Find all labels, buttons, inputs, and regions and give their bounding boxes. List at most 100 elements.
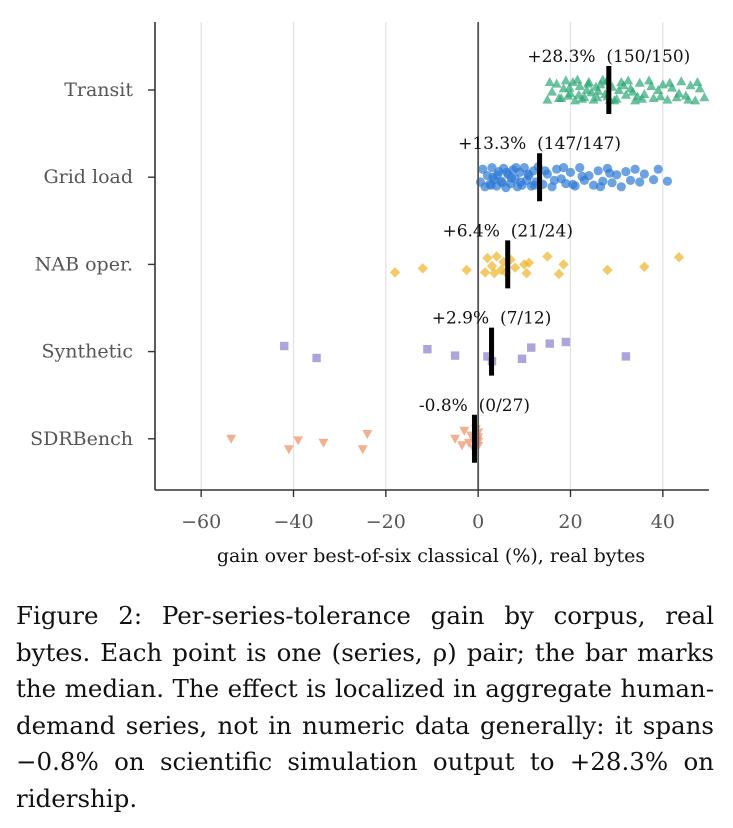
data-point	[573, 89, 584, 99]
category-label: Transit	[64, 79, 133, 101]
data-point	[649, 175, 659, 185]
median-annotation: -0.8% (0/27)	[419, 396, 530, 416]
data-point	[542, 251, 553, 262]
data-point	[673, 88, 684, 98]
median-annotation: +2.9% (7/12)	[432, 309, 552, 329]
median-annotation: +6.4% (21/24)	[442, 221, 573, 241]
data-point	[662, 94, 673, 104]
category-labels: Transit Grid load NAB oper. Synthetic SDRBen…	[30, 79, 155, 450]
data-point	[511, 163, 521, 173]
category-label: SDRBench	[30, 428, 133, 450]
data-point	[568, 179, 578, 189]
data-point	[662, 176, 673, 186]
data-point	[625, 175, 636, 185]
data-point	[283, 445, 294, 455]
data-point	[583, 78, 594, 88]
data-point	[551, 78, 562, 88]
data-point	[613, 85, 624, 94]
median-bars	[471, 66, 612, 463]
data-point	[605, 168, 615, 178]
x-tick-label: 0	[472, 511, 484, 533]
data-point	[690, 95, 701, 105]
data-point	[685, 80, 696, 90]
data-point	[560, 75, 571, 85]
data-point	[509, 262, 521, 273]
x-tick-label: 20	[558, 511, 582, 533]
data-point	[482, 252, 493, 264]
data-point	[516, 177, 526, 187]
data-point	[567, 77, 578, 86]
data-point	[692, 77, 703, 86]
data-point	[463, 438, 474, 448]
data-point	[623, 75, 634, 85]
data-point	[280, 341, 289, 351]
data-point	[564, 82, 575, 92]
data-point	[519, 259, 530, 270]
data-point	[683, 94, 694, 104]
data-point	[694, 83, 705, 93]
median-annotations: +28.3% (150/150) +13.3% (147/147) +6.4% (2…	[419, 47, 690, 416]
data-point	[486, 180, 496, 190]
data-point	[612, 170, 622, 180]
data-point	[318, 438, 329, 448]
data-point	[630, 164, 640, 174]
data-point	[497, 178, 507, 188]
data-point	[417, 263, 428, 274]
data-point	[586, 87, 597, 97]
data-point	[575, 163, 585, 173]
data-point	[423, 345, 432, 354]
data-point	[523, 257, 535, 268]
data-point	[492, 170, 503, 180]
data-point	[547, 86, 558, 96]
data-point	[553, 268, 565, 280]
data-point	[542, 94, 553, 104]
data-point	[553, 93, 564, 102]
data-point	[561, 337, 571, 347]
data-points	[226, 74, 710, 455]
data-point	[637, 93, 648, 103]
data-point	[639, 169, 649, 179]
category-label: Grid load	[43, 166, 133, 188]
data-point	[529, 180, 540, 190]
median-annotation: +28.3% (150/150)	[527, 47, 690, 67]
data-point	[639, 261, 650, 272]
data-point	[540, 166, 550, 176]
figure-caption: Figure 2: Per-series-tolerance gain by c…	[16, 601, 714, 813]
data-point	[561, 179, 571, 189]
data-point	[657, 79, 668, 89]
data-point	[676, 76, 687, 86]
data-point	[312, 353, 321, 363]
category-label: Synthetic	[42, 341, 133, 363]
data-point	[584, 171, 594, 181]
data-point	[664, 77, 675, 87]
data-point	[602, 264, 613, 276]
x-tick-label: 40	[651, 511, 675, 533]
data-point	[646, 81, 657, 90]
data-point	[457, 441, 468, 451]
data-point	[699, 92, 710, 102]
x-axis-ticks: −60 −40 −20 0 20 40	[181, 490, 675, 533]
data-point	[635, 177, 645, 187]
data-point	[593, 166, 603, 176]
gain-chart: +28.3% (150/150) +13.3% (147/147) +6.4% (2…	[30, 22, 710, 567]
data-point	[572, 74, 583, 84]
data-point	[621, 352, 631, 361]
data-point	[523, 169, 533, 179]
data-point	[563, 90, 574, 100]
data-point	[544, 77, 555, 86]
category-label: NAB oper.	[35, 253, 133, 275]
data-point	[607, 178, 617, 188]
data-point	[459, 426, 470, 436]
data-point	[357, 445, 368, 455]
data-point	[609, 95, 620, 105]
data-point	[479, 267, 491, 278]
data-point	[389, 267, 401, 278]
data-point	[592, 92, 603, 102]
data-point	[673, 252, 685, 263]
data-point	[577, 171, 587, 181]
data-point	[653, 164, 663, 174]
data-point	[588, 180, 599, 190]
data-point	[506, 173, 517, 183]
data-point	[487, 163, 497, 173]
data-point	[627, 86, 638, 96]
